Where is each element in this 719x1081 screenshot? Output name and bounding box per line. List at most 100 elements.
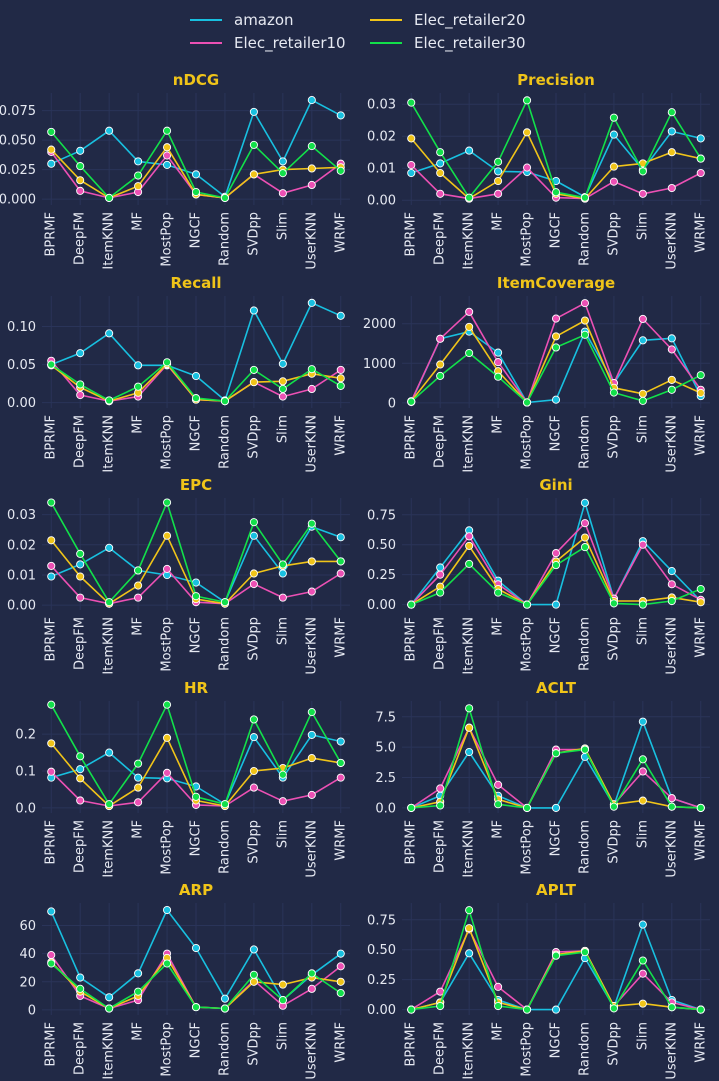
data-point-elec-retailer30-aplt bbox=[696, 1005, 705, 1014]
legend-label-elec-retailer30: Elec_retailer30 bbox=[414, 34, 526, 52]
y-tick-label-precision: 0.01 bbox=[367, 162, 396, 177]
data-point-elec-retailer30-arp bbox=[307, 969, 316, 978]
y-tick-label-epc: 0.02 bbox=[7, 538, 36, 553]
x-tick-label-hr: BPRMF bbox=[44, 820, 59, 864]
data-point-amazon-hr bbox=[76, 765, 85, 774]
data-point-elec-retailer20-hr bbox=[47, 739, 56, 748]
data-point-amazon-arp bbox=[105, 993, 114, 1002]
x-tick-label-hr: WRMF bbox=[333, 820, 348, 861]
data-point-amazon-hr bbox=[307, 730, 316, 739]
x-tick-label-ndcg: Random bbox=[217, 212, 232, 266]
data-point-elec-retailer30-arp bbox=[47, 959, 56, 968]
panel-title-itemcoverage: ItemCoverage bbox=[497, 274, 615, 292]
data-point-elec-retailer30-arp bbox=[105, 1004, 114, 1013]
data-point-elec-retailer10-itemcoverage bbox=[436, 334, 445, 343]
y-tick-label-aplt: 0.00 bbox=[367, 1003, 396, 1018]
data-point-elec-retailer20-precision bbox=[407, 134, 416, 143]
legend-swatch-elec-retailer30 bbox=[370, 42, 402, 44]
x-tick-label-aplt: MF bbox=[491, 1022, 506, 1041]
data-point-elec-retailer10-precision bbox=[638, 189, 647, 198]
data-point-elec-retailer10-hr bbox=[336, 773, 345, 782]
data-point-amazon-gini bbox=[436, 563, 445, 572]
data-point-elec-retailer10-itemcoverage bbox=[667, 345, 676, 354]
x-tick-label-itemcoverage: ItemKNN bbox=[462, 415, 477, 473]
data-point-elec-retailer20-itemcoverage bbox=[580, 316, 590, 325]
data-point-elec-retailer30-aplt bbox=[522, 1005, 532, 1014]
data-point-elec-retailer30-precision bbox=[638, 167, 647, 176]
x-tick-label-arp: SVDpp bbox=[246, 1022, 261, 1066]
data-point-elec-retailer20-aclt bbox=[465, 723, 474, 732]
panel-title-precision: Precision bbox=[517, 71, 595, 89]
data-point-elec-retailer10-precision bbox=[609, 177, 618, 186]
x-tick-label-arp: WRMF bbox=[333, 1022, 348, 1063]
data-point-elec-retailer30-precision bbox=[551, 188, 561, 197]
y-tick-label-arp: 20 bbox=[19, 975, 36, 990]
data-point-amazon-itemcoverage bbox=[494, 348, 503, 357]
x-tick-label-itemcoverage: MostPop bbox=[520, 415, 535, 470]
data-point-amazon-aplt bbox=[638, 920, 647, 929]
data-point-elec-retailer30-gini bbox=[407, 600, 416, 609]
x-tick-label-aclt: NGCF bbox=[549, 820, 564, 856]
x-tick-label-itemcoverage: WRMF bbox=[693, 415, 708, 456]
data-point-elec-retailer20-epc bbox=[47, 536, 56, 545]
data-point-elec-retailer10-aclt bbox=[667, 794, 676, 803]
data-point-elec-retailer30-recall bbox=[220, 397, 230, 406]
data-point-elec-retailer10-precision bbox=[522, 163, 532, 172]
data-point-elec-retailer20-epc bbox=[134, 581, 143, 590]
data-point-elec-retailer20-epc bbox=[307, 557, 316, 566]
x-tick-label-epc: UserKNN bbox=[304, 617, 319, 675]
data-point-elec-retailer20-itemcoverage bbox=[465, 322, 474, 331]
legend-swatch-amazon bbox=[190, 19, 222, 21]
y-tick-label-recall: 0.10 bbox=[7, 320, 36, 335]
data-point-elec-retailer10-ndcg bbox=[278, 189, 287, 198]
data-point-elec-retailer10-itemcoverage bbox=[551, 314, 561, 323]
data-point-amazon-hr bbox=[105, 748, 114, 757]
x-tick-label-recall: Slim bbox=[275, 415, 290, 443]
y-tick-label-aplt: 0.75 bbox=[367, 913, 396, 928]
y-tick-label-arp: 0 bbox=[28, 1003, 36, 1018]
data-point-amazon-epc bbox=[278, 569, 287, 578]
data-point-amazon-ndcg bbox=[47, 159, 56, 168]
data-point-amazon-recall bbox=[105, 329, 114, 338]
data-point-elec-retailer20-ndcg bbox=[134, 182, 143, 191]
data-point-elec-retailer30-hr bbox=[47, 700, 56, 709]
data-point-elec-retailer20-precision bbox=[522, 128, 532, 137]
x-tick-label-epc: NGCF bbox=[189, 617, 204, 653]
data-point-elec-retailer20-hr bbox=[76, 774, 85, 783]
data-point-elec-retailer10-gini bbox=[580, 519, 590, 528]
data-point-elec-retailer30-epc bbox=[336, 557, 345, 566]
y-tick-label-hr: 0.1 bbox=[15, 765, 36, 780]
data-point-amazon-recall bbox=[191, 371, 201, 381]
data-point-elec-retailer10-gini bbox=[551, 549, 561, 558]
data-point-elec-retailer30-precision bbox=[436, 148, 445, 157]
data-point-elec-retailer20-epc bbox=[249, 569, 258, 578]
data-point-amazon-hr bbox=[249, 733, 258, 742]
y-tick-label-hr: 0.0 bbox=[15, 801, 36, 816]
data-point-elec-retailer30-precision bbox=[494, 157, 503, 166]
panel-itemcoverage: 0 1000 2000 ItemCoverage BPRMF DeepFM ItemKNN M… bbox=[363, 274, 710, 473]
data-point-amazon-arp bbox=[249, 945, 258, 954]
data-point-elec-retailer30-gini bbox=[522, 600, 532, 609]
data-point-elec-retailer30-itemcoverage bbox=[522, 398, 532, 407]
data-point-elec-retailer30-itemcoverage bbox=[638, 396, 647, 405]
data-point-amazon-hr bbox=[134, 773, 143, 782]
x-tick-label-gini: NGCF bbox=[549, 617, 564, 653]
data-point-elec-retailer30-itemcoverage bbox=[436, 371, 445, 380]
x-tick-label-aclt: Slim bbox=[635, 820, 650, 848]
data-point-elec-retailer30-gini bbox=[551, 561, 561, 570]
panel-title-ndcg: nDCG bbox=[173, 71, 219, 89]
data-point-elec-retailer20-itemcoverage bbox=[638, 389, 647, 398]
data-point-elec-retailer10-epc bbox=[162, 564, 172, 573]
panel-precision: 0.00 0.01 0.02 0.03 Precision BPRMF DeepFM Item… bbox=[367, 71, 710, 270]
data-point-elec-retailer30-epc bbox=[249, 518, 258, 527]
x-tick-label-aplt: MostPop bbox=[520, 1022, 535, 1077]
panel-title-aclt: ACLT bbox=[536, 679, 577, 697]
data-point-elec-retailer10-ndcg bbox=[162, 151, 172, 160]
data-point-elec-retailer30-ndcg bbox=[162, 126, 172, 135]
data-point-elec-retailer10-itemcoverage bbox=[494, 358, 503, 367]
data-point-elec-retailer10-epc bbox=[76, 593, 85, 602]
y-tick-label-aclt: 5.0 bbox=[375, 741, 396, 756]
data-point-elec-retailer30-arp bbox=[336, 989, 345, 998]
data-point-elec-retailer20-ndcg bbox=[249, 170, 258, 179]
data-point-amazon-epc bbox=[105, 543, 114, 552]
